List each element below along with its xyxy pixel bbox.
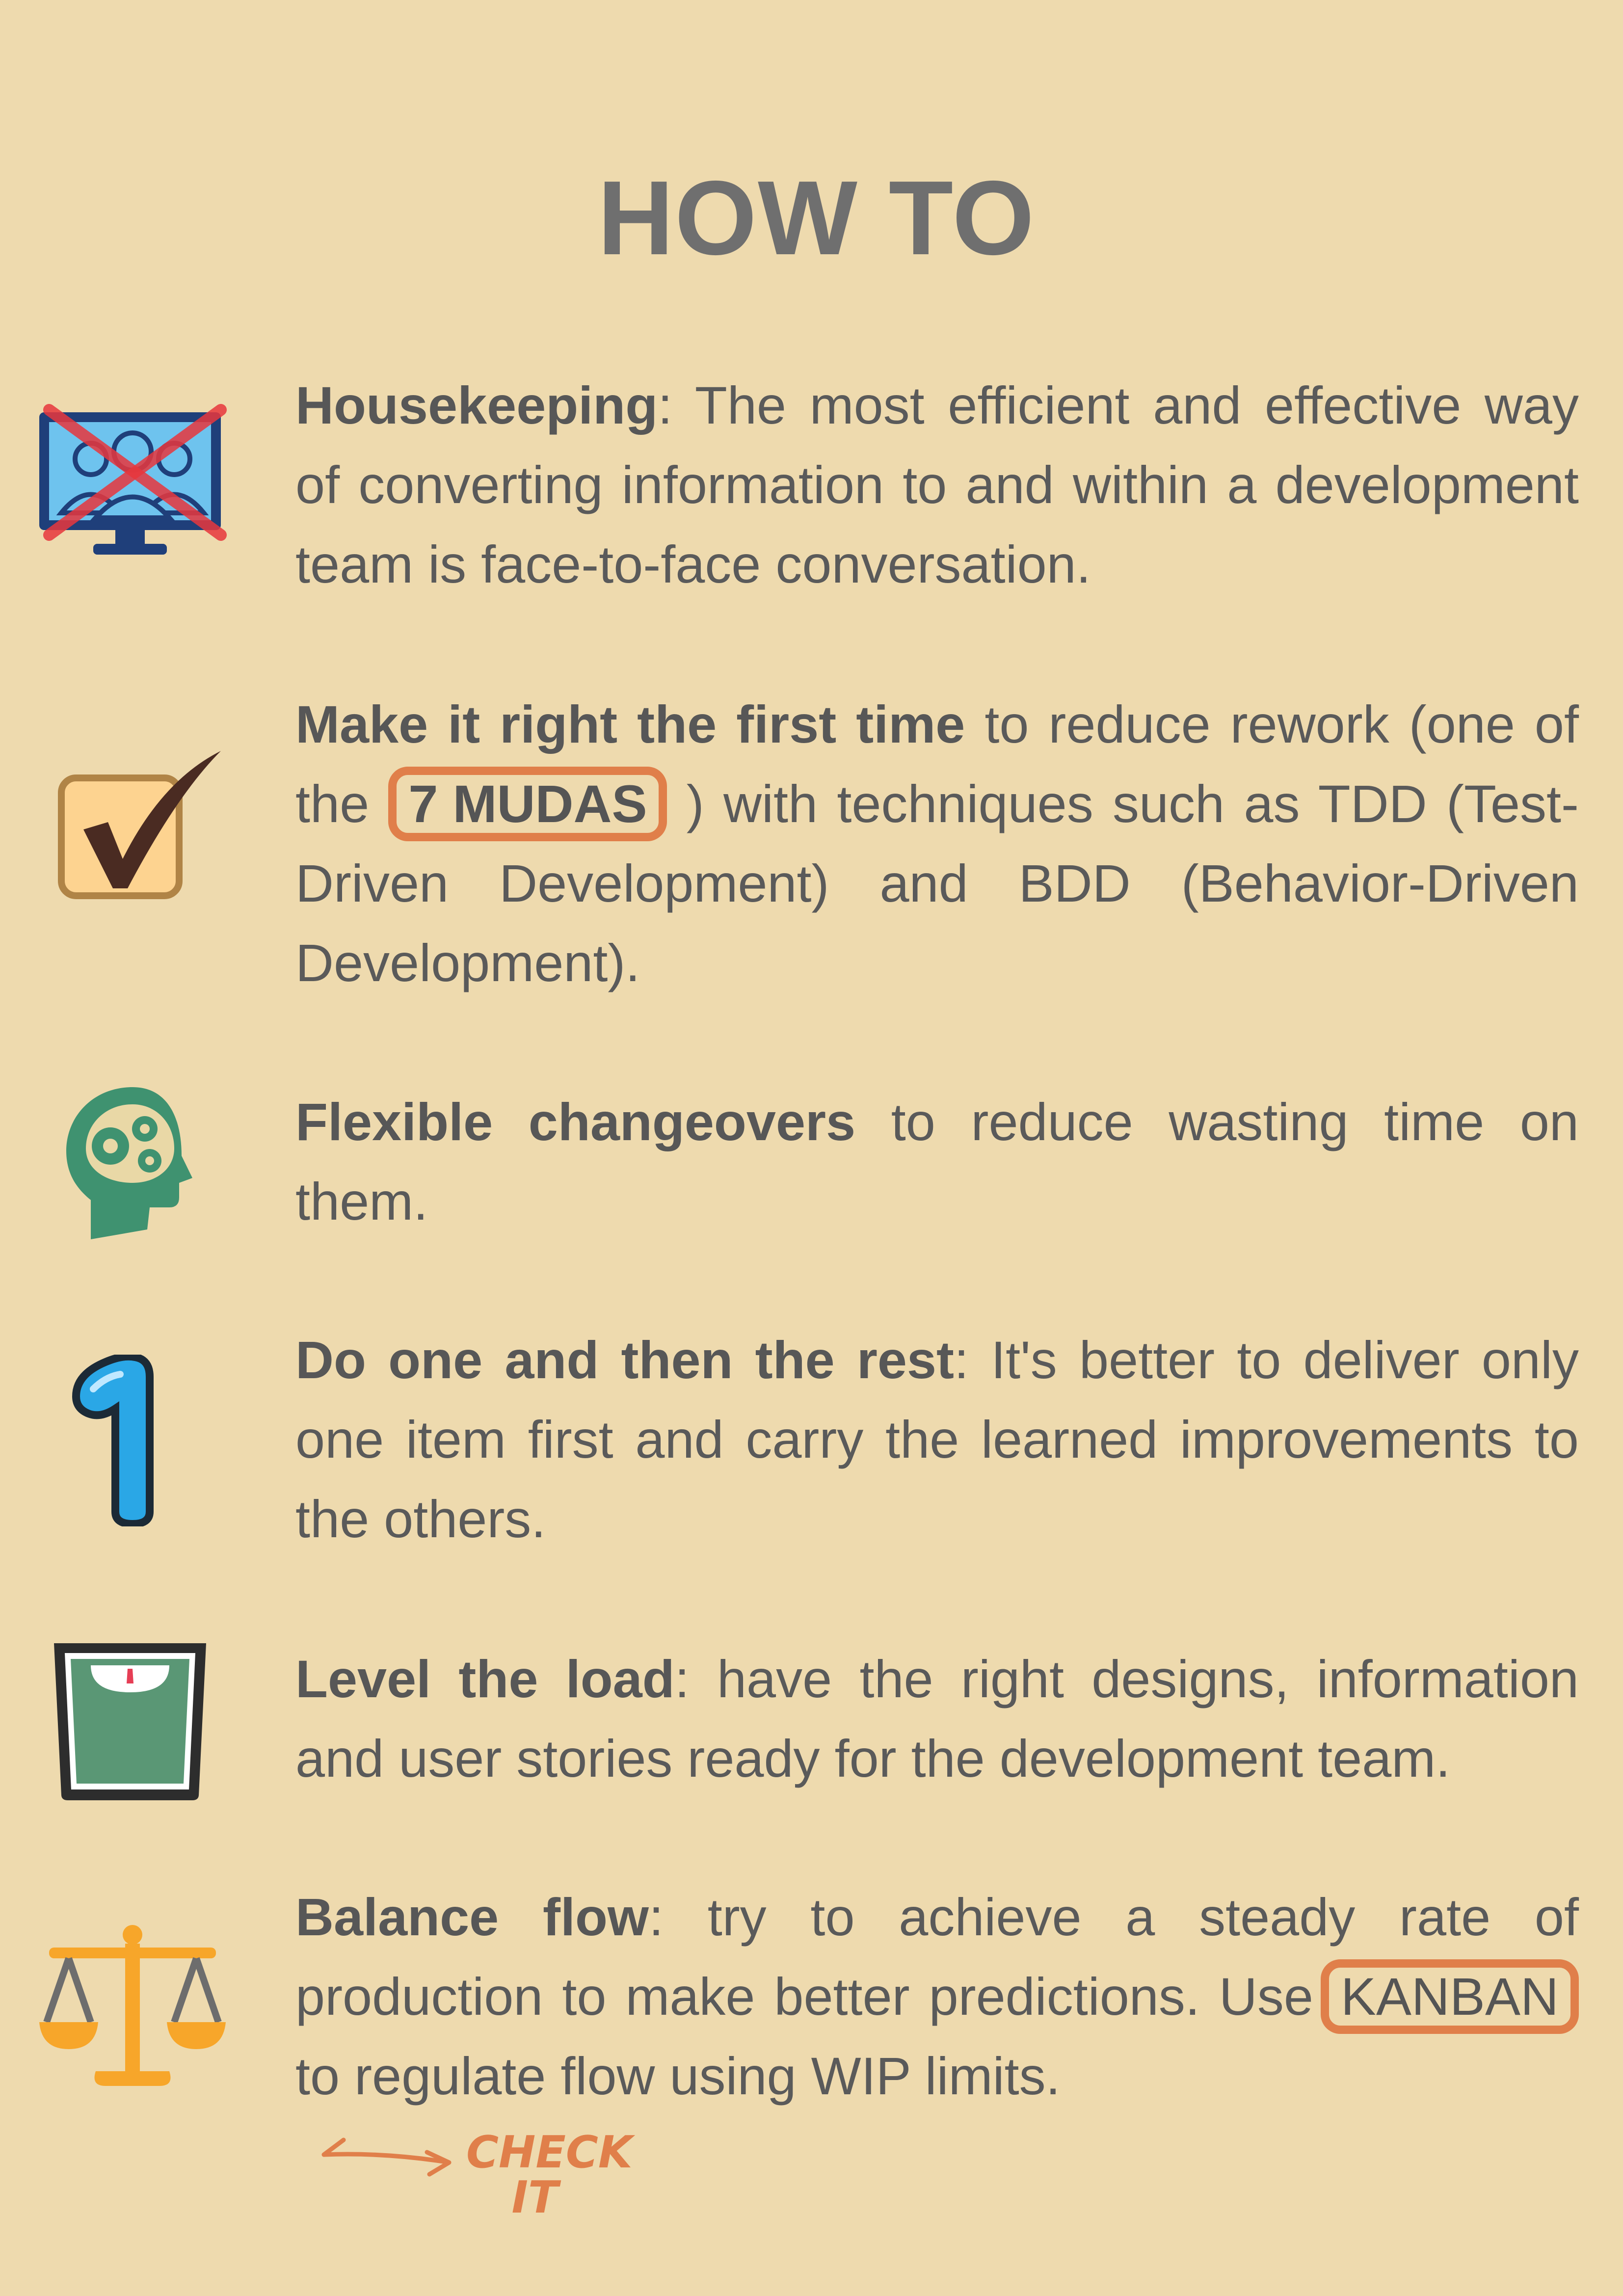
balance-flow-item: Balance flow: try to achieve a steady ra…: [295, 1877, 1579, 2116]
item-heading: Level the load: [295, 1649, 675, 1709]
item-heading: Flexible changeovers: [295, 1092, 856, 1151]
item-heading: Balance flow: [295, 1887, 649, 1947]
kanban-badge[interactable]: KANBAN: [1320, 1959, 1579, 2034]
arrow-icon: [314, 2125, 456, 2187]
item-text: to reduce wasting time on them.: [295, 1092, 1579, 1231]
item-text: to reduce rework (one of the: [295, 694, 1579, 833]
item-text-continued: ) with techniques such as TDD (Test-Driv…: [295, 774, 1579, 992]
item-text: : try to achieve a steady rate of produc…: [295, 1887, 1579, 2026]
monitor-crossed-icon: [34, 402, 231, 567]
number-one-icon: [66, 1352, 164, 1529]
weighing-scale-icon: [49, 1638, 211, 1805]
check-it-line2: IT: [511, 2172, 559, 2223]
item-heading: Housekeeping: [295, 375, 658, 435]
item-heading: Do one and then the rest: [295, 1330, 954, 1389]
make-it-right-item: Make it right the first time to reduce r…: [295, 685, 1579, 1003]
item-text: : The most efficient and effective way o…: [295, 375, 1579, 594]
check-it-note: CHECK IT: [466, 2127, 633, 2223]
item-heading: Make it right the first time: [295, 694, 965, 754]
item-text: : have the right designs, information an…: [295, 1649, 1579, 1788]
checkbox-check-icon: [54, 741, 226, 910]
housekeeping-item: Housekeeping: The most efficient and eff…: [295, 366, 1579, 604]
page-title: HOW TO: [597, 159, 1036, 277]
item-text-continued: to regulate flow using WIP limits.: [295, 2046, 1061, 2106]
check-it-line1: CHECK: [466, 2127, 633, 2178]
flexible-changeovers-item: Flexible changeovers to reduce wasting t…: [295, 1082, 1579, 1241]
item-text: : It's better to deliver only one item f…: [295, 1330, 1579, 1548]
level-the-load-item: Level the load: have the right designs, …: [295, 1639, 1579, 1798]
head-gears-icon: [64, 1082, 201, 1247]
balance-scale-icon: [37, 1924, 228, 2093]
do-one-item: Do one and then the rest: It's better to…: [295, 1320, 1579, 1559]
mudas-badge[interactable]: 7 MUDAS: [388, 767, 667, 841]
